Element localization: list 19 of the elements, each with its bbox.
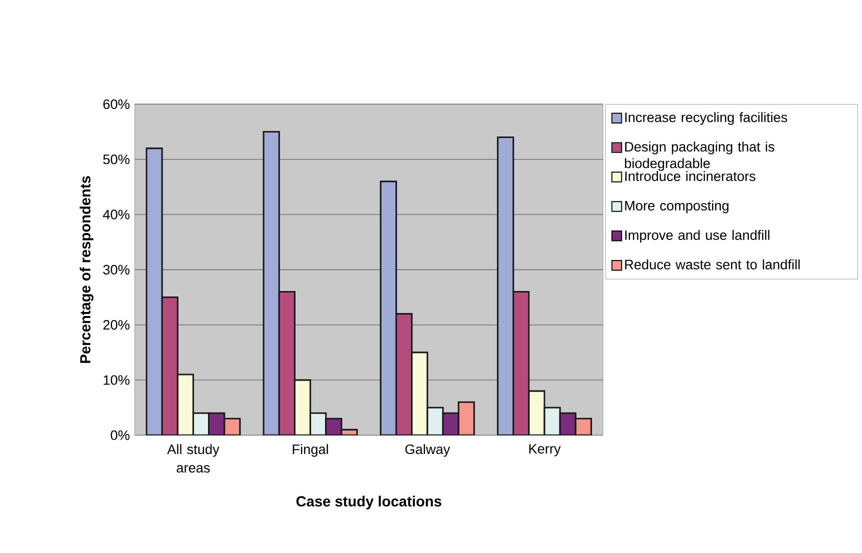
x-tick-label: Kerry — [529, 444, 561, 456]
legend-label: Reduce waste sent to landfill — [625, 259, 800, 270]
y-tick-label: 30% — [103, 264, 130, 275]
y-tick-label: 60% — [103, 99, 130, 110]
legend-label: More composting — [625, 200, 728, 214]
x-tick-label: Fingal — [292, 444, 328, 457]
legend-label: Increase recycling facilities — [625, 112, 788, 125]
x-axis-title: Case study locations — [296, 496, 442, 510]
y-tick-label: 0% — [110, 430, 130, 440]
y-tick-label: 20% — [103, 320, 130, 330]
x-tick-label: Galway — [405, 444, 450, 457]
legend-label: Introduce incinerators — [625, 171, 756, 182]
x-tick-label: All study areas — [167, 444, 220, 473]
legend-label: Design packaging that is biodegradable — [624, 142, 774, 171]
legend-label: Improve and use landfill — [625, 230, 770, 243]
y-tick-label: 40% — [102, 210, 130, 220]
y-tick-label: 50% — [103, 154, 130, 164]
y-tick-label: 10% — [104, 375, 130, 385]
y-axis-title: Percentage of respondents — [80, 176, 94, 363]
